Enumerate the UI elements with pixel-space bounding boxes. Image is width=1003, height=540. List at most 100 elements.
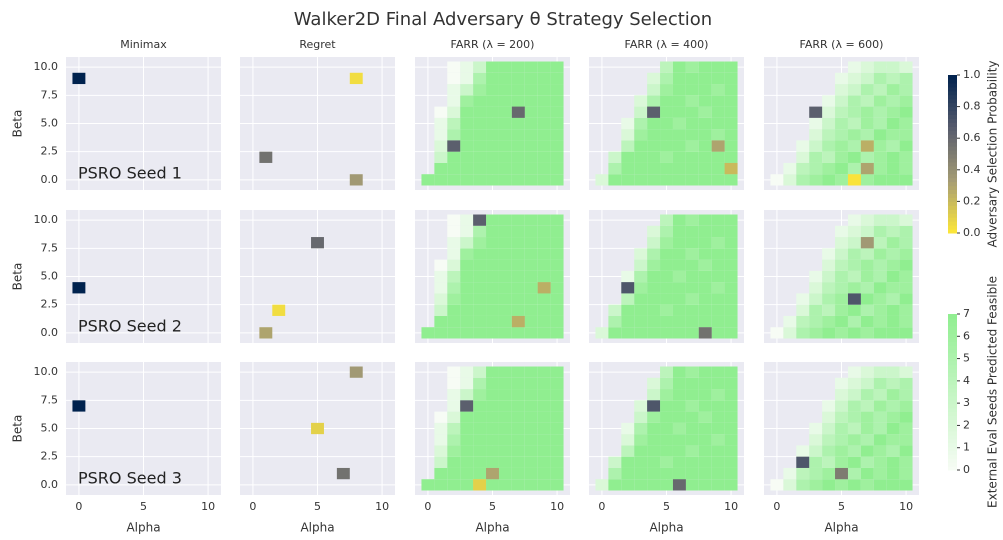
feasibility-cell — [460, 304, 474, 316]
feasibility-cell — [724, 248, 738, 260]
feasibility-cell — [647, 84, 661, 96]
feasibility-cell — [698, 377, 712, 390]
feasibility-cell — [486, 422, 499, 435]
feasibility-cell — [809, 467, 823, 480]
feasibility-cell — [447, 467, 461, 480]
feasibility-cell — [873, 237, 887, 249]
feasibility-cell — [537, 117, 551, 130]
feasibility-cell — [660, 467, 673, 480]
feasibility-cell — [724, 389, 738, 401]
feasibility-cell — [724, 84, 738, 96]
feasible-colorbar-swatch — [948, 434, 957, 440]
feasibility-cell — [835, 327, 848, 339]
feasibility-cell — [621, 467, 635, 480]
feasibility-cell — [796, 479, 810, 491]
feasibility-cell — [498, 467, 512, 480]
feasibility-cell — [447, 479, 461, 491]
prob-colorbar-swatch — [948, 177, 957, 183]
feasibility-cell — [621, 327, 635, 339]
feasibility-cell — [847, 434, 861, 446]
prob-colorbar-swatch — [948, 197, 957, 202]
feasibility-cell — [724, 315, 738, 328]
selected-adversary — [311, 422, 324, 435]
feasibility-cell — [550, 162, 564, 175]
feasibility-cell — [770, 479, 784, 491]
feasibility-cell — [672, 327, 686, 339]
feasibility-cell — [899, 151, 913, 163]
feasibility-cell — [647, 72, 661, 85]
feasibility-cell — [647, 434, 661, 446]
feasibility-cell — [685, 304, 699, 316]
feasibility-cell — [672, 248, 686, 260]
feasibility-cell — [634, 174, 648, 186]
feasibility-cell — [724, 304, 738, 316]
feasibility-cell — [711, 377, 725, 390]
feasibility-cell — [873, 366, 887, 378]
feasibility-cell — [550, 467, 564, 480]
prob-colorbar-swatch — [948, 98, 957, 104]
selected-adversary — [847, 293, 861, 305]
feasibility-cell — [550, 140, 564, 152]
feasibility-cell — [634, 434, 648, 446]
feasibility-cell — [899, 315, 913, 328]
feasibility-cell — [524, 106, 538, 118]
feasibility-cell — [550, 389, 564, 401]
feasibility-cell — [447, 72, 461, 85]
feasibility-cell — [634, 140, 648, 152]
feasibility-cell — [660, 327, 673, 339]
feasibility-cell — [886, 282, 900, 294]
selected-adversary — [796, 456, 810, 468]
selected-adversary — [259, 151, 273, 163]
feasibility-cell — [899, 129, 913, 141]
feasibility-cell — [809, 282, 823, 294]
feasibility-cell — [672, 377, 686, 390]
prob-colorbar-tick-label: 0.6 — [963, 131, 981, 144]
feasibility-cell — [486, 315, 499, 328]
feasibility-cell — [809, 174, 823, 186]
feasibility-cell — [899, 225, 913, 238]
feasibility-cell — [847, 84, 861, 96]
feasibility-cell — [524, 237, 538, 249]
feasible-colorbar-swatch — [948, 384, 957, 389]
feasibility-cell — [724, 327, 738, 339]
feasibility-cell — [847, 411, 861, 423]
feasibility-cell — [860, 248, 874, 260]
y-tick-label: 2.5 — [41, 298, 59, 311]
feasibility-cell — [524, 304, 538, 316]
feasibility-cell — [621, 129, 635, 141]
feasibility-cell — [711, 95, 725, 107]
feasibility-cell — [511, 248, 525, 260]
feasibility-cell — [486, 84, 499, 96]
feasibility-cell — [899, 389, 913, 401]
feasibility-cell — [847, 61, 861, 73]
feasibility-cell — [434, 282, 448, 294]
selected-adversary — [447, 140, 461, 152]
feasibility-cell — [537, 140, 551, 152]
feasibility-cell — [886, 95, 900, 107]
feasibility-cell — [434, 327, 448, 339]
feasibility-cell — [460, 61, 474, 73]
feasibility-cell — [447, 456, 461, 468]
feasibility-cell — [447, 270, 461, 283]
feasibility-cell — [550, 61, 564, 73]
feasibility-cell — [537, 214, 551, 226]
feasibility-cell — [621, 304, 635, 316]
feasibility-cell — [860, 282, 874, 294]
feasibility-cell — [847, 400, 861, 412]
feasibility-cell — [873, 422, 887, 435]
feasibility-cell — [647, 162, 661, 175]
feasibility-cell — [822, 174, 836, 186]
feasible-colorbar-tick-label: 2 — [963, 418, 970, 431]
feasibility-cell — [796, 315, 810, 328]
feasibility-cell — [835, 377, 848, 390]
feasibility-cell — [711, 214, 725, 226]
feasible-colorbar-swatch — [948, 372, 957, 377]
feasibility-cell — [498, 84, 512, 96]
feasibility-cell — [835, 456, 848, 468]
feasibility-cell — [647, 422, 661, 435]
feasibility-cell — [434, 106, 448, 118]
feasibility-cell — [809, 293, 823, 305]
feasible-colorbar-tick-label: 1 — [963, 441, 970, 454]
prob-colorbar-swatch — [948, 122, 957, 127]
feasibility-cell — [860, 389, 874, 401]
